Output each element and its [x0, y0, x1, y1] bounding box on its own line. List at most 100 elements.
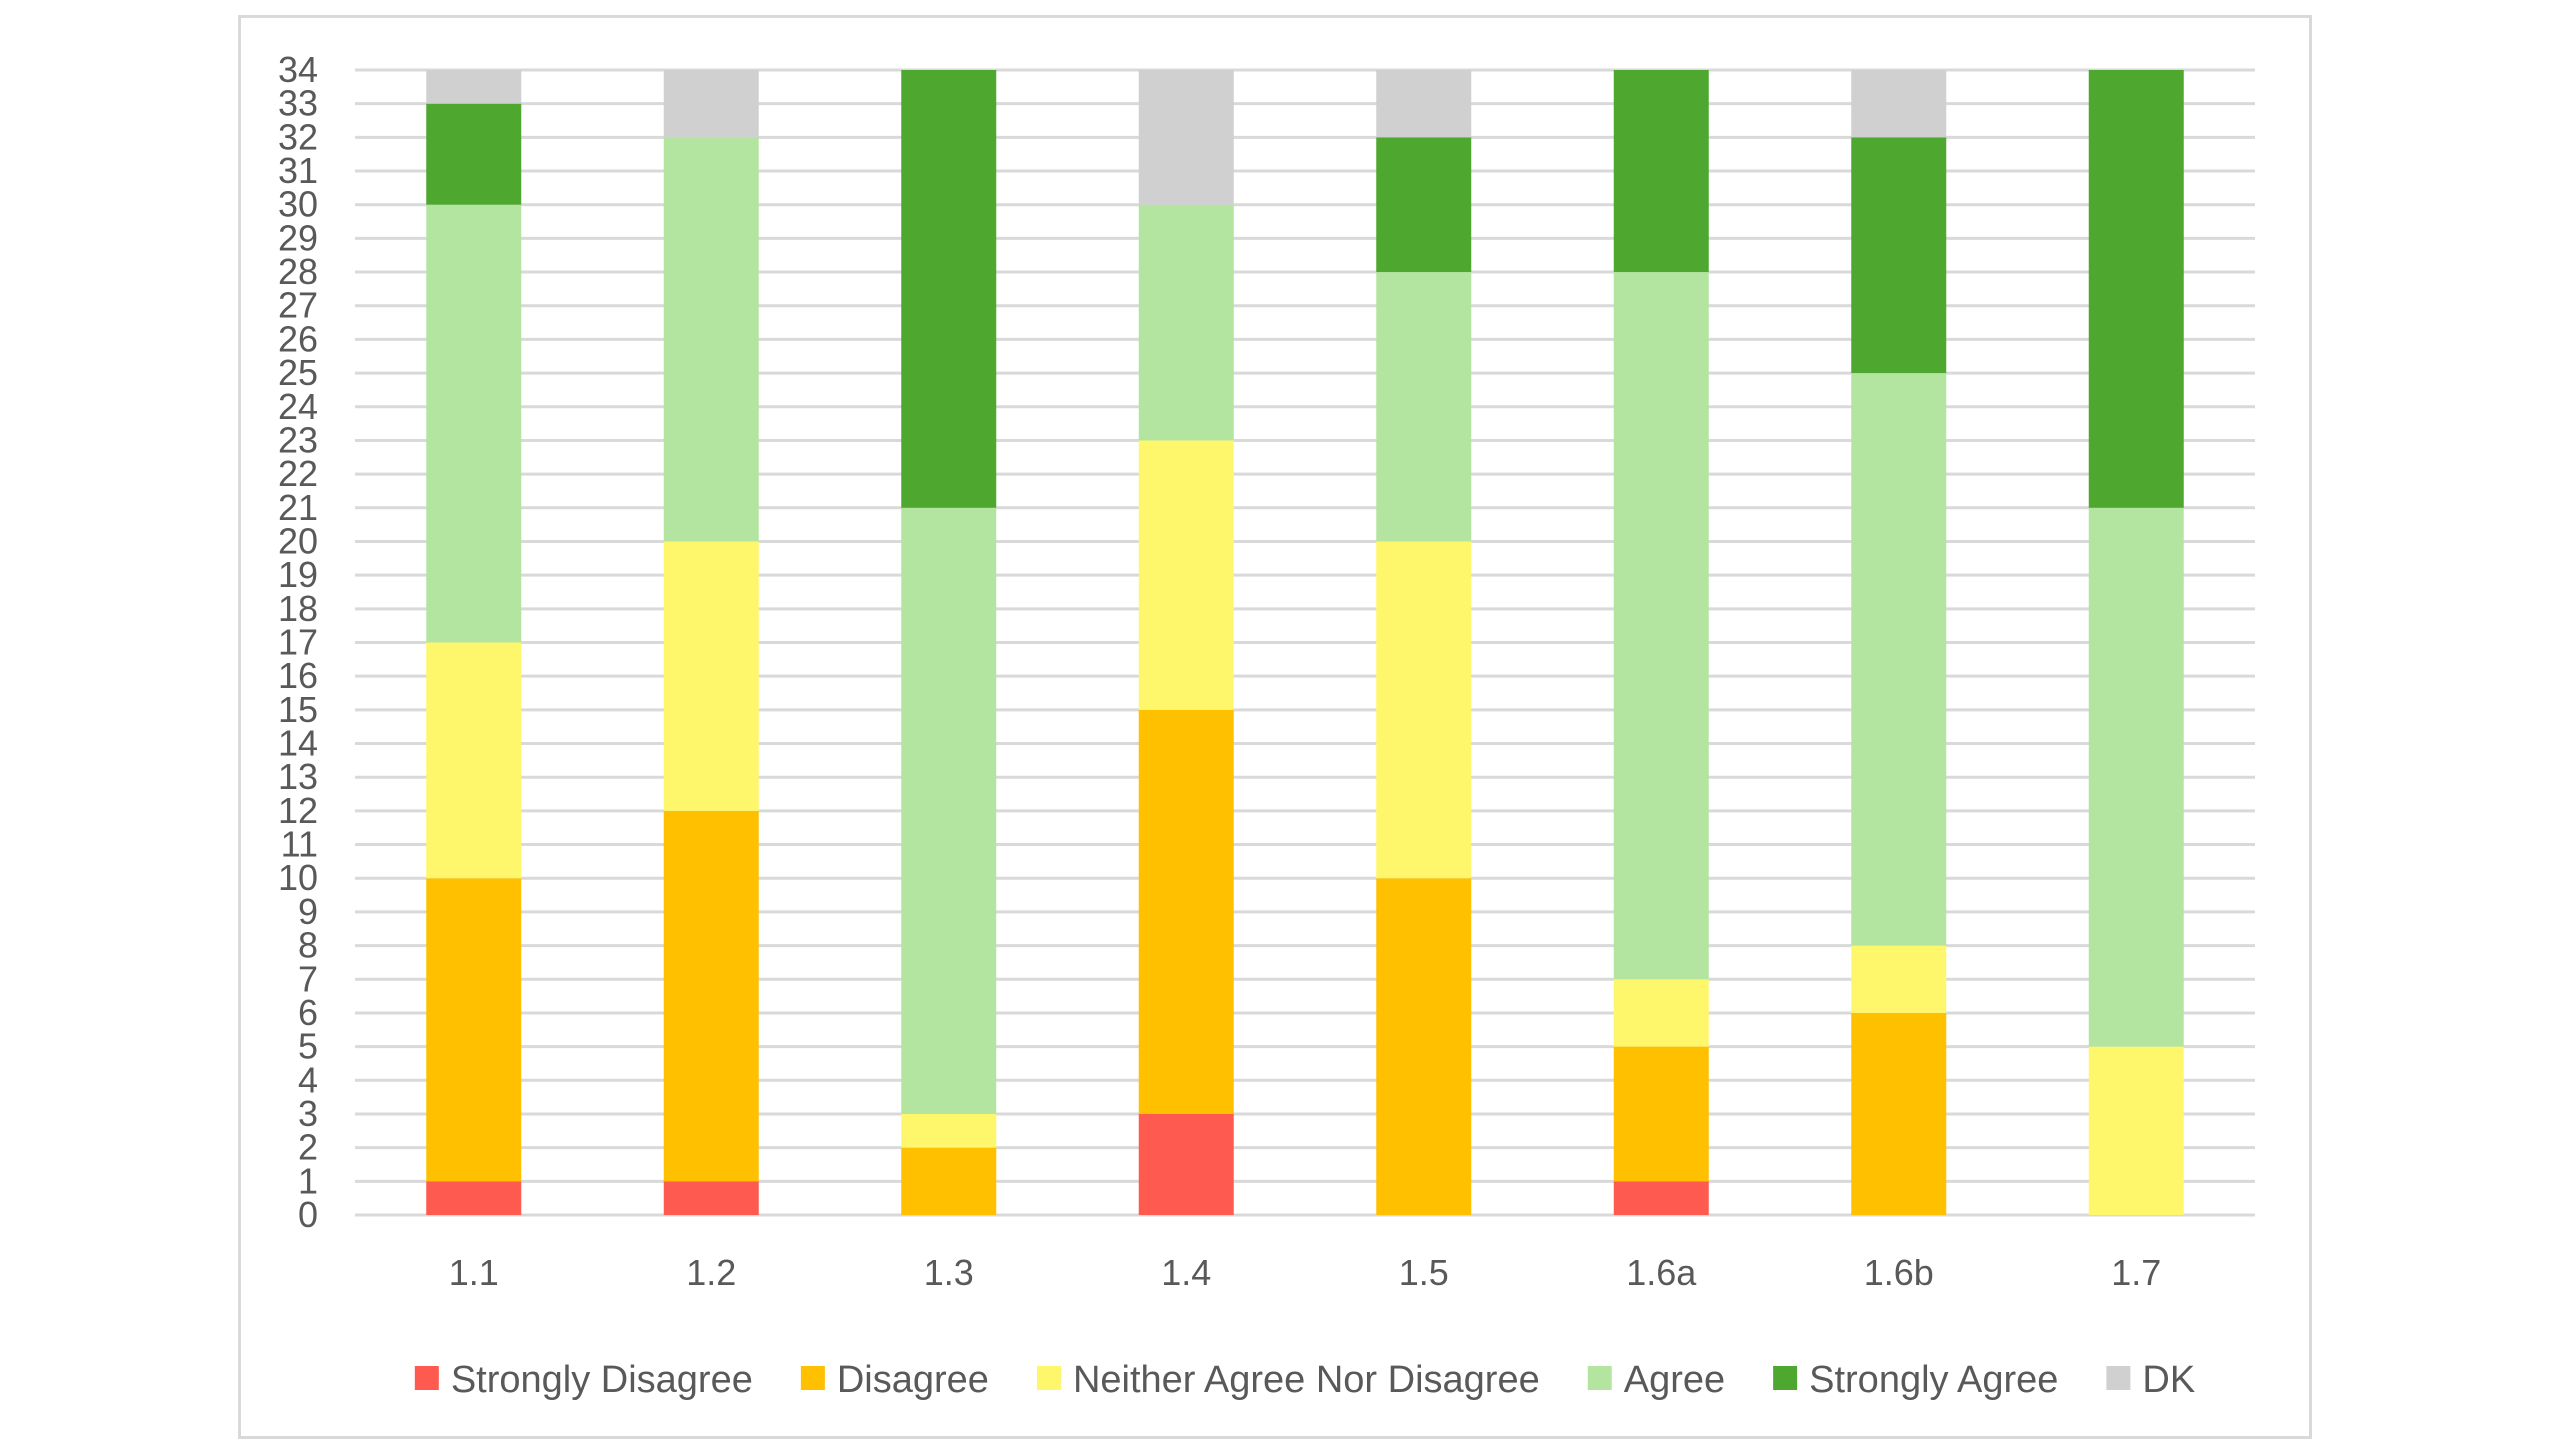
bar-segment [901, 507, 997, 1114]
y-tick-label: 5 [298, 1026, 318, 1067]
y-tick-label: 4 [298, 1059, 318, 1100]
bar-segment [426, 103, 522, 205]
bar-segment [1376, 70, 1472, 138]
bar-segment [426, 70, 522, 104]
legend-swatch [1773, 1366, 1798, 1390]
bar-segment [901, 1147, 997, 1215]
y-tick-label: 7 [298, 958, 318, 999]
y-tick-label: 29 [278, 217, 318, 258]
bar-segment [426, 642, 522, 879]
bar-segment [426, 204, 522, 643]
x-tick-label: 1.6a [1626, 1252, 1697, 1293]
legend-label: Strongly Agree [1809, 1359, 2058, 1401]
x-tick-label: 1.7 [2111, 1252, 2161, 1293]
y-tick-label: 10 [278, 857, 318, 898]
legend-swatch [800, 1366, 825, 1390]
bar-segment [1138, 709, 1234, 1114]
bar-segment [1613, 1181, 1709, 1215]
y-tick-label: 34 [278, 49, 318, 90]
y-tick-label: 22 [278, 453, 318, 494]
x-tick-label: 1.4 [1161, 1252, 1211, 1293]
y-tick-label: 14 [278, 723, 318, 764]
bar-segment [1376, 878, 1472, 1215]
y-tick-label: 30 [278, 184, 318, 225]
x-tick-label: 1.2 [686, 1252, 736, 1293]
x-tick-label: 1.1 [449, 1252, 499, 1293]
bar-segment [1851, 137, 1947, 374]
bar-segment [1376, 541, 1472, 879]
y-tick-label: 20 [278, 520, 318, 561]
bar-segment [1138, 204, 1234, 441]
x-axis-tick-labels: 1.1 1.2 1.3 1.4 1.5 1.6a 1.6b 1.7 [449, 1252, 2162, 1293]
y-tick-label: 25 [278, 352, 318, 393]
y-tick-label: 8 [298, 925, 318, 966]
y-tick-label: 16 [278, 655, 318, 696]
y-tick-label: 33 [278, 83, 318, 124]
bar-segment [1138, 1113, 1234, 1215]
bar-segment [663, 541, 759, 811]
y-tick-label: 28 [278, 251, 318, 292]
y-tick-label: 3 [298, 1093, 318, 1134]
bar-segment [426, 878, 522, 1182]
bar-segment [1851, 373, 1947, 946]
bar-segment [1613, 272, 1709, 980]
x-tick-label: 1.6b [1864, 1252, 1934, 1293]
bar-segment [663, 137, 759, 542]
legend-swatch [1036, 1366, 1061, 1390]
y-tick-label: 11 [281, 824, 318, 865]
x-tick-label: 1.5 [1399, 1252, 1449, 1293]
y-tick-label: 6 [298, 992, 318, 1033]
x-tick-label: 1.3 [924, 1252, 974, 1293]
bar-segment [1376, 272, 1472, 542]
y-tick-label: 1 [298, 1160, 318, 1201]
legend-label: Agree [1624, 1359, 1725, 1401]
bar-segment [901, 1113, 997, 1148]
legend-label: Strongly Disagree [451, 1359, 753, 1401]
bar-segment [1613, 1046, 1709, 1182]
y-tick-label: 23 [278, 419, 318, 460]
y-tick-label: 9 [298, 891, 318, 932]
y-tick-label: 27 [278, 285, 318, 326]
y-tick-label: 21 [278, 487, 318, 528]
legend-label: Disagree [837, 1359, 989, 1401]
bar-segment [1851, 1012, 1947, 1215]
y-tick-label: 0 [298, 1194, 318, 1235]
bar-segment [663, 810, 759, 1182]
bar-segment [2088, 70, 2184, 508]
bar-segment [2088, 507, 2184, 1047]
legend-label: DK [2142, 1359, 2195, 1401]
y-tick-label: 13 [278, 756, 318, 797]
y-tick-label: 12 [278, 790, 318, 831]
y-tick-label: 26 [278, 318, 318, 359]
bar-segment [1376, 137, 1472, 273]
y-tick-label: 15 [278, 689, 318, 730]
bar-segment [1613, 979, 1709, 1047]
bar-segment [1851, 70, 1947, 138]
bar-segment [1138, 440, 1234, 710]
gridlines [355, 68, 2255, 1217]
y-tick-label: 31 [278, 150, 318, 191]
legend-label: Neither Agree Nor Disagree [1073, 1359, 1540, 1401]
bar-segment [663, 1181, 759, 1215]
chart-frame [238, 15, 2312, 1439]
y-tick-label: 19 [278, 554, 318, 595]
y-tick-label: 17 [278, 622, 318, 663]
legend-swatch [414, 1366, 439, 1390]
legend-swatch [1587, 1366, 1612, 1390]
bar-segment [901, 70, 997, 508]
y-axis-tick-labels: 0123456789101112131415161718192021222324… [278, 49, 318, 1235]
legend: Strongly Disagree Disagree Neither Agree N… [414, 1359, 2195, 1401]
bar-segment [1613, 70, 1709, 273]
bar-segment [1138, 70, 1234, 205]
bar-segment [1851, 945, 1947, 1013]
y-tick-label: 2 [298, 1127, 318, 1168]
bar-segment [426, 1181, 522, 1215]
legend-swatch [2106, 1366, 2131, 1390]
bars [426, 70, 2184, 1215]
y-tick-label: 32 [278, 116, 318, 157]
bar-segment [2088, 1046, 2184, 1215]
y-tick-label: 18 [278, 588, 318, 629]
bar-segment [663, 70, 759, 138]
y-tick-label: 24 [278, 386, 318, 427]
